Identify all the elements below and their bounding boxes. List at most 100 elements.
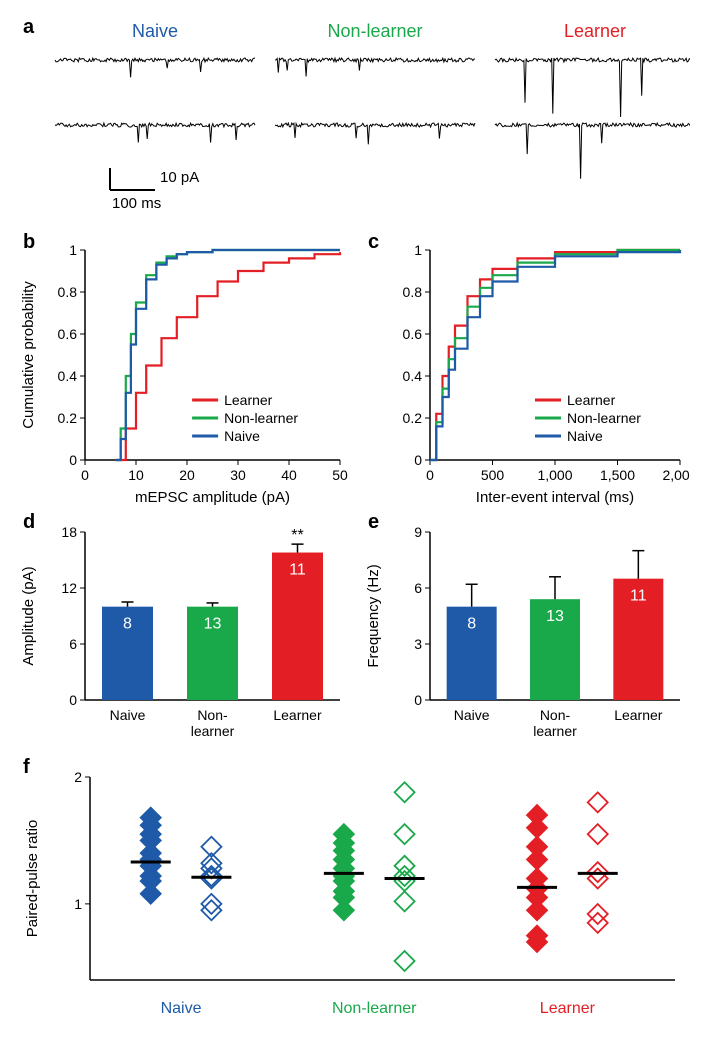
multi-panel-figure: aNaiveNon-learnerLearner10 pA100 ms b010…: [15, 15, 690, 1025]
bar-n-label: 11: [289, 562, 306, 579]
y-tick-label: 0.4: [58, 368, 78, 384]
trace: [55, 58, 255, 77]
x-tick-label: 40: [281, 467, 297, 483]
bar-n-label: 11: [630, 588, 647, 605]
x-tick-label: learner: [191, 723, 235, 739]
y-axis-label: Cumulative probability: [20, 281, 37, 429]
significance-marker: **: [291, 527, 303, 544]
y-tick-label: 18: [61, 524, 77, 540]
legend-label: Non-learner: [567, 410, 641, 426]
panel-label-a: a: [23, 16, 35, 38]
legend-label: Naive: [567, 428, 603, 444]
category-label: Naive: [161, 1000, 202, 1017]
x-tick-label: 1,500: [600, 467, 635, 483]
panel-label: e: [368, 511, 379, 533]
x-tick-label: learner: [533, 723, 577, 739]
diamond-marker: [527, 837, 547, 857]
diamond-marker: [395, 951, 415, 971]
panel-label: f: [23, 756, 30, 778]
y-tick-label: 1: [69, 242, 77, 258]
y-tick-label: 6: [69, 636, 77, 652]
diamond-marker: [588, 869, 608, 889]
bar-n-label: 13: [546, 608, 564, 625]
cdf-curve: [430, 250, 680, 460]
cdf-curve: [430, 250, 680, 460]
x-tick-label: 10: [128, 467, 144, 483]
y-axis-label: Frequency (Hz): [365, 564, 382, 667]
y-tick-label: 0: [69, 452, 77, 468]
y-tick-label: 0.6: [58, 326, 78, 342]
y-tick-label: 0.2: [403, 410, 423, 426]
diamond-marker: [395, 824, 415, 844]
diamond-marker: [527, 805, 547, 825]
panel-e: e 0 3 6 9 8 Naive 13 Non-learner 11 Learner Frequen…: [360, 510, 690, 755]
bar-n-label: 13: [204, 616, 222, 633]
legend-label: Naive: [224, 428, 260, 444]
y-tick-label: 0.8: [403, 284, 423, 300]
y-tick-label: 1: [414, 242, 422, 258]
diamond-marker: [395, 891, 415, 911]
panel-a: a Naive Non-learner Learner 10 pA 100 ms: [15, 15, 690, 230]
cdf-curve: [430, 250, 680, 460]
y-axis-label: Amplitude (pA): [20, 566, 37, 665]
x-tick-label: 0: [426, 467, 434, 483]
diamond-marker: [201, 894, 221, 914]
y-tick-label: 6: [414, 580, 422, 596]
x-tick-label: Learner: [614, 707, 663, 723]
panel-c: c05001,0001,5002,00000.20.40.60.81Learne…: [360, 230, 690, 510]
panel-label: b: [23, 231, 35, 253]
x-axis-label: Inter-event interval (ms): [476, 489, 634, 506]
x-tick-label: Non-: [540, 707, 571, 723]
trace: [495, 58, 690, 117]
y-tick-label: 0.2: [58, 410, 78, 426]
bar-n-label: 8: [467, 616, 476, 633]
y-tick-label: 0.8: [58, 284, 78, 300]
diamond-marker: [588, 792, 608, 812]
panel-f: f 1 2 Naive Non-learner Learner Paired-pulse r…: [15, 755, 690, 1025]
legend: Learner Non-learner Naive: [192, 392, 298, 444]
trace-group-label: Learner: [564, 21, 626, 41]
y-tick-label: 1: [74, 896, 82, 912]
x-tick-label: 500: [481, 467, 505, 483]
x-axis-label: mEPSC amplitude (pA): [135, 489, 290, 506]
panel-label: d: [23, 511, 35, 533]
y-tick-label: 2: [74, 769, 82, 785]
y-tick-label: 3: [414, 636, 422, 652]
x-tick-label: Naive: [454, 707, 490, 723]
y-tick-label: 0: [414, 692, 422, 708]
y-tick-label: 0: [414, 452, 422, 468]
x-tick-label: 1,000: [537, 467, 572, 483]
legend: Learner Non-learner Naive: [535, 392, 641, 444]
y-tick-label: 12: [61, 580, 77, 596]
x-tick-label: Naive: [110, 707, 146, 723]
scale-label-y: 10 pA: [160, 169, 199, 186]
y-tick-label: 9: [414, 524, 422, 540]
y-axis-label: Paired-pulse ratio: [24, 820, 41, 938]
legend-label: Non-learner: [224, 410, 298, 426]
y-tick-label: 0.6: [403, 326, 423, 342]
diamond-marker: [201, 900, 221, 920]
x-tick-label: Learner: [273, 707, 322, 723]
trace-group-label: Naive: [132, 21, 178, 41]
trace: [275, 123, 475, 144]
diamond-marker: [395, 782, 415, 802]
x-tick-label: 20: [179, 467, 195, 483]
category-label: Learner: [540, 1000, 596, 1017]
y-tick-label: 0.4: [403, 368, 423, 384]
scale-label-x: 100 ms: [112, 195, 161, 212]
panel-b: b 0 10 20 30 40 50 0 0.2 0.4 0.6 0.8 1 Learner Non-lea…: [15, 230, 350, 510]
panel-d: d 0 6 12 18 8 Naive 13 Non-learner 11 ** Learner Amp…: [15, 510, 350, 755]
x-tick-label: 50: [332, 467, 348, 483]
trace-group-label: Non-learner: [327, 21, 422, 41]
panel-label: c: [368, 231, 379, 253]
legend-label: Learner: [224, 392, 273, 408]
x-tick-label: Non-: [197, 707, 228, 723]
category-label: Non-learner: [332, 1000, 417, 1017]
diamond-marker: [588, 824, 608, 844]
trace: [275, 58, 475, 77]
y-tick-label: 0: [69, 692, 77, 708]
legend-label: Learner: [567, 392, 616, 408]
x-tick-label: 30: [230, 467, 246, 483]
x-tick-label: 0: [81, 467, 89, 483]
bar-n-label: 8: [123, 616, 132, 633]
